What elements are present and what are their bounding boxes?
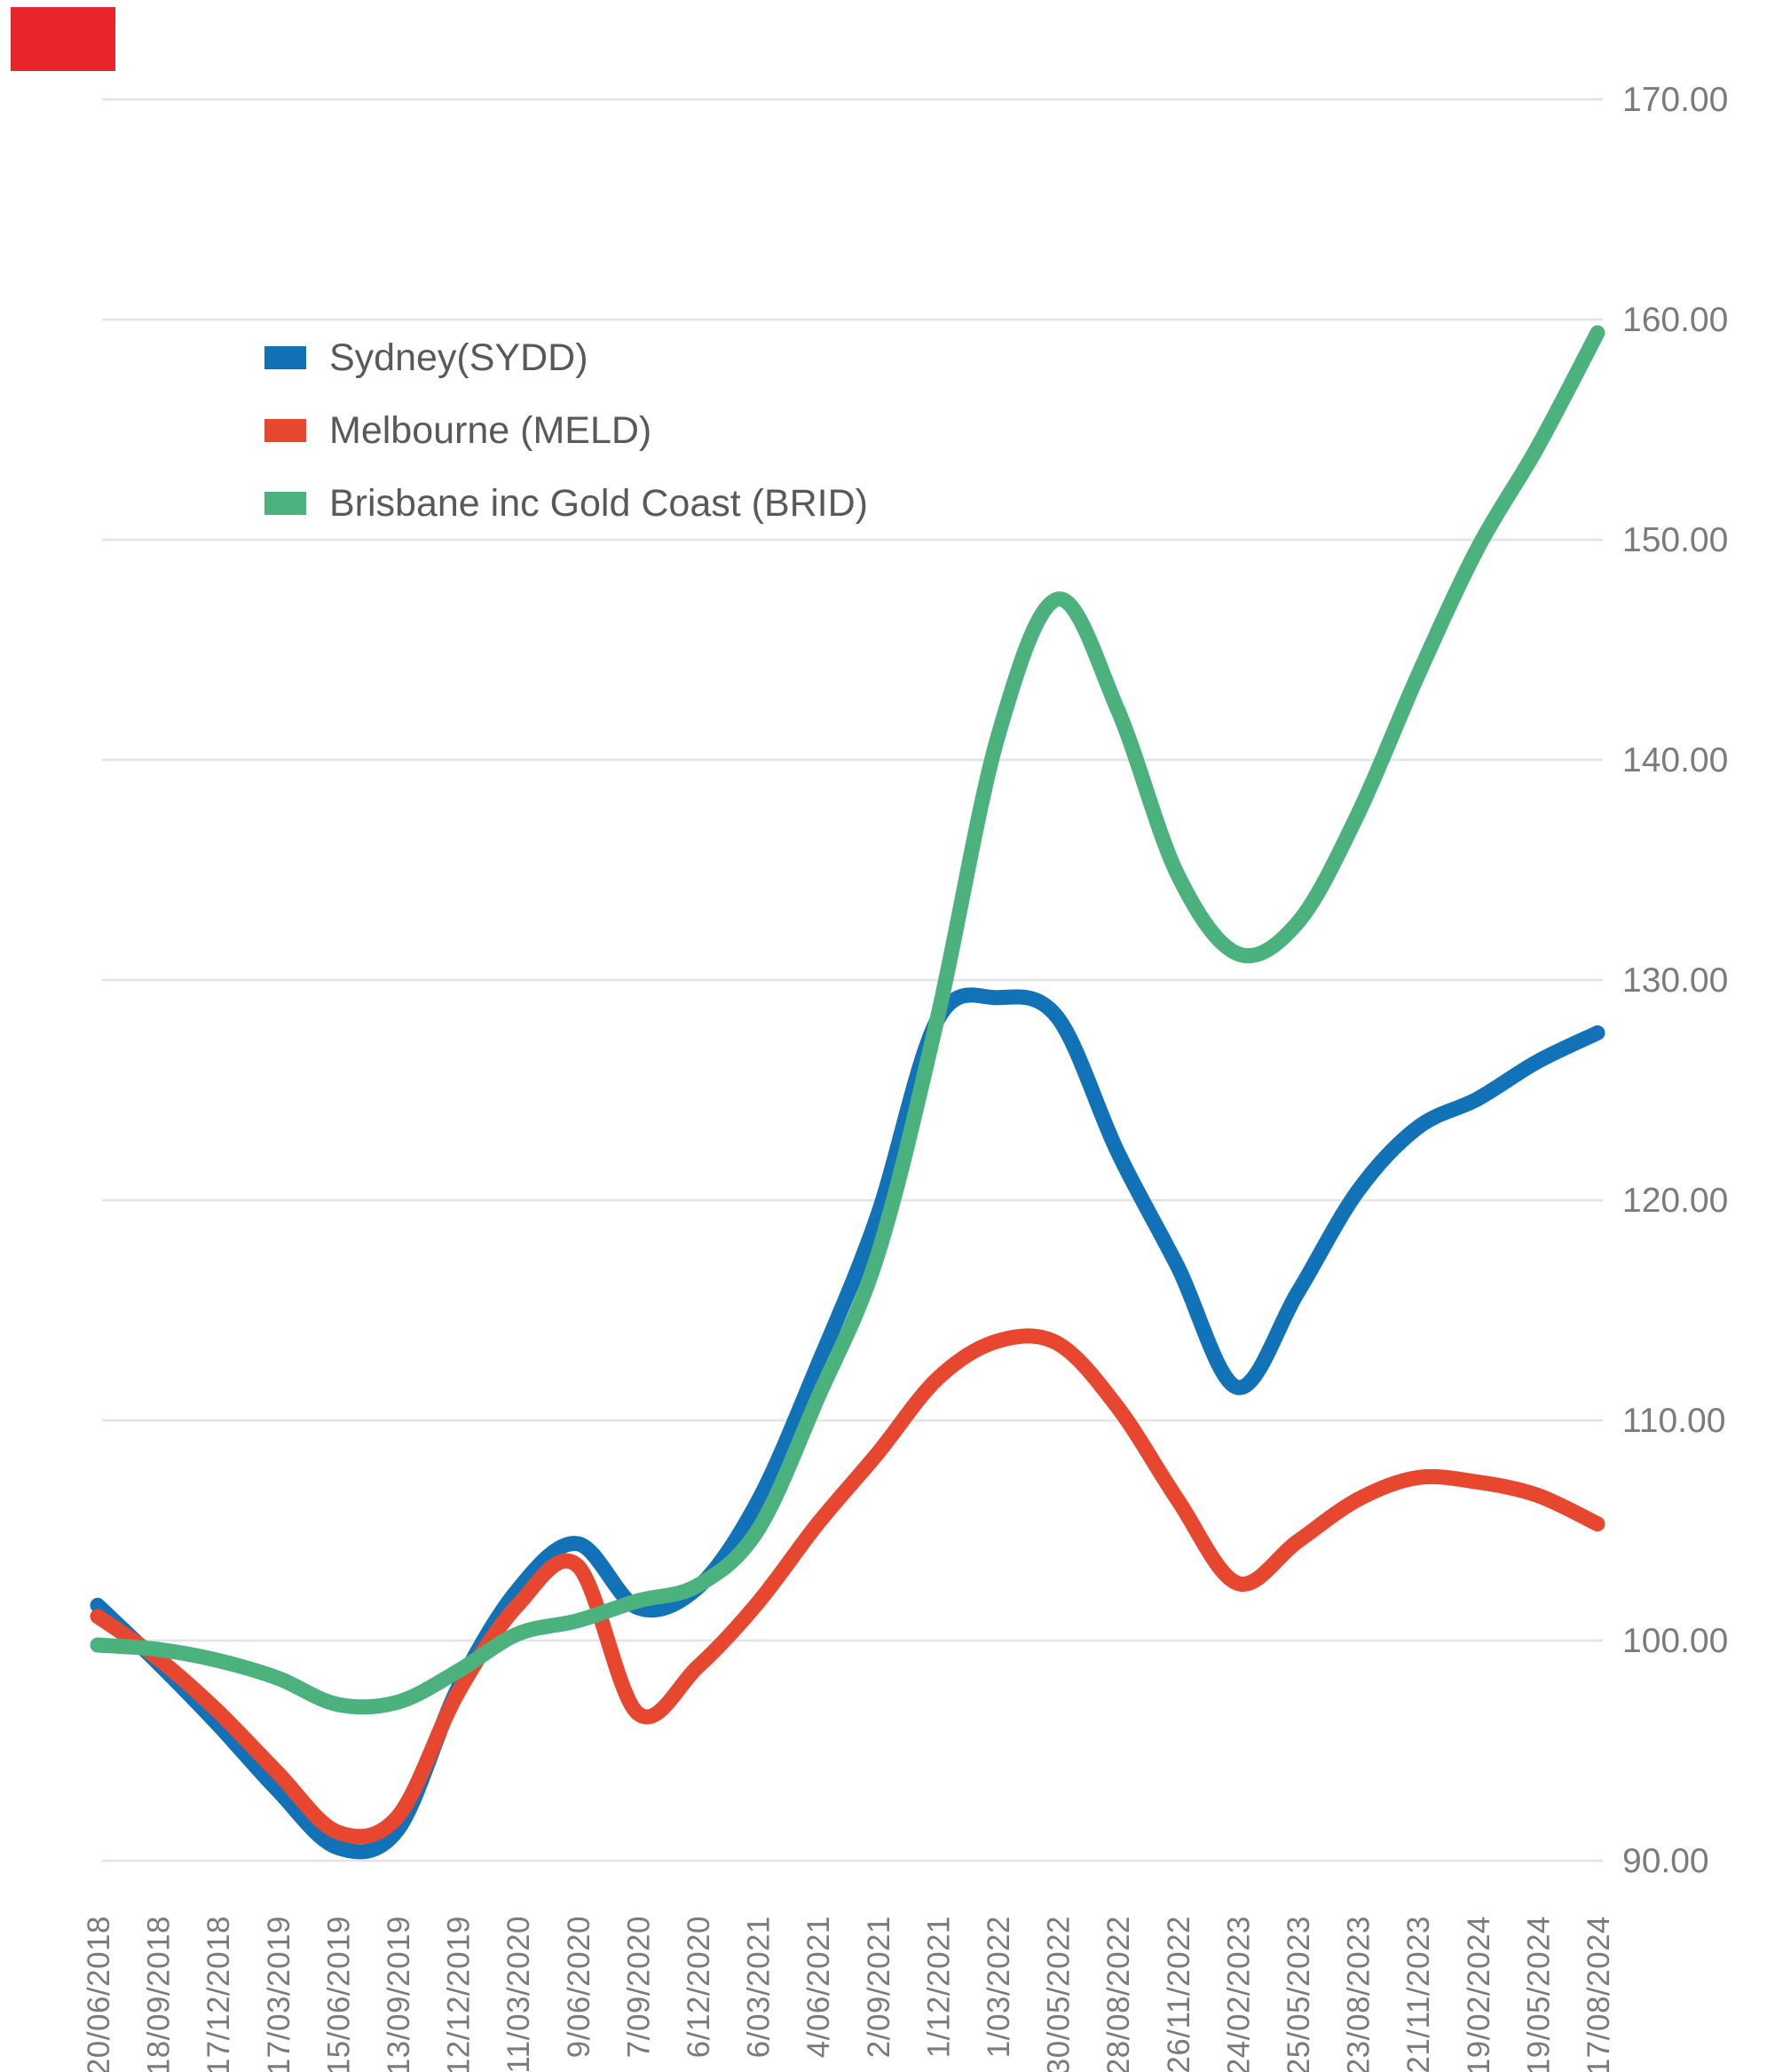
x-axis-label: 20/06/2018 xyxy=(82,1916,116,2072)
series-line-sydney xyxy=(90,987,1605,1860)
legend-label-melbourne: Melbourne (MELD) xyxy=(329,408,652,452)
x-axis-label: 17/12/2018 xyxy=(201,1916,236,2072)
x-axis-label: 6/12/2020 xyxy=(682,1916,716,2058)
x-axis-label: 25/05/2023 xyxy=(1282,1916,1316,2072)
x-axis-label: 17/03/2019 xyxy=(262,1916,296,2072)
x-axis-label: 9/06/2020 xyxy=(562,1916,596,2058)
y-axis-label: 140.00 xyxy=(1622,741,1728,779)
x-axis-label: 21/11/2023 xyxy=(1401,1916,1436,2072)
x-axis-label: 4/06/2021 xyxy=(801,1916,836,2058)
x-axis-label: 1/03/2022 xyxy=(982,1916,1016,2058)
y-axis-label: 110.00 xyxy=(1622,1402,1725,1440)
x-axis-label: 26/11/2022 xyxy=(1162,1916,1196,2072)
x-axis-label: 24/02/2023 xyxy=(1221,1916,1256,2072)
y-axis-label: 130.00 xyxy=(1622,961,1728,1000)
legend-swatch-melbourne xyxy=(264,419,306,442)
series-line-melbourne xyxy=(90,1328,1605,1845)
x-axis-label: 2/09/2021 xyxy=(862,1916,896,2058)
x-axis-label: 13/09/2019 xyxy=(382,1916,416,2072)
y-axis-label: 90.00 xyxy=(1622,1842,1709,1880)
x-axis-label: 6/03/2021 xyxy=(742,1916,777,2058)
y-axis-label: 150.00 xyxy=(1622,521,1728,559)
red-marker xyxy=(11,7,115,71)
series-line-brisbane xyxy=(90,325,1605,1715)
legend-label-brisbane: Brisbane inc Gold Coast (BRID) xyxy=(329,481,868,525)
x-axis-label: 11/03/2020 xyxy=(501,1916,536,2072)
y-axis-label: 100.00 xyxy=(1622,1622,1728,1660)
x-axis-label: 23/08/2023 xyxy=(1342,1916,1377,2072)
x-axis-label: 19/02/2024 xyxy=(1462,1916,1496,2072)
y-axis-label: 120.00 xyxy=(1622,1182,1728,1220)
legend-item-brisbane: Brisbane inc Gold Coast (BRID) xyxy=(264,481,868,526)
y-axis-label: 160.00 xyxy=(1622,301,1728,339)
x-axis-label: 18/09/2018 xyxy=(142,1916,177,2072)
legend-label-sydney: Sydney(SYDD) xyxy=(329,336,588,379)
legend-swatch-sydney xyxy=(264,346,306,369)
x-axis-label: 1/12/2021 xyxy=(921,1916,956,2058)
legend-item-melbourne: Melbourne (MELD) xyxy=(264,408,868,453)
x-axis-label: 17/08/2024 xyxy=(1582,1916,1616,2072)
x-axis-label: 7/09/2020 xyxy=(621,1916,656,2058)
x-axis-label: 15/06/2019 xyxy=(321,1916,356,2072)
chart-legend: Sydney(SYDD) Melbourne (MELD) Brisbane i… xyxy=(264,336,868,554)
x-axis-label: 12/12/2019 xyxy=(442,1916,477,2072)
legend-swatch-brisbane xyxy=(264,492,306,515)
x-axis-label: 28/08/2022 xyxy=(1101,1916,1136,2072)
y-axis-label: 170.00 xyxy=(1622,81,1728,119)
x-axis-label: 19/05/2024 xyxy=(1521,1916,1556,2072)
x-axis-label: 30/05/2022 xyxy=(1042,1916,1077,2072)
legend-item-sydney: Sydney(SYDD) xyxy=(264,336,868,380)
